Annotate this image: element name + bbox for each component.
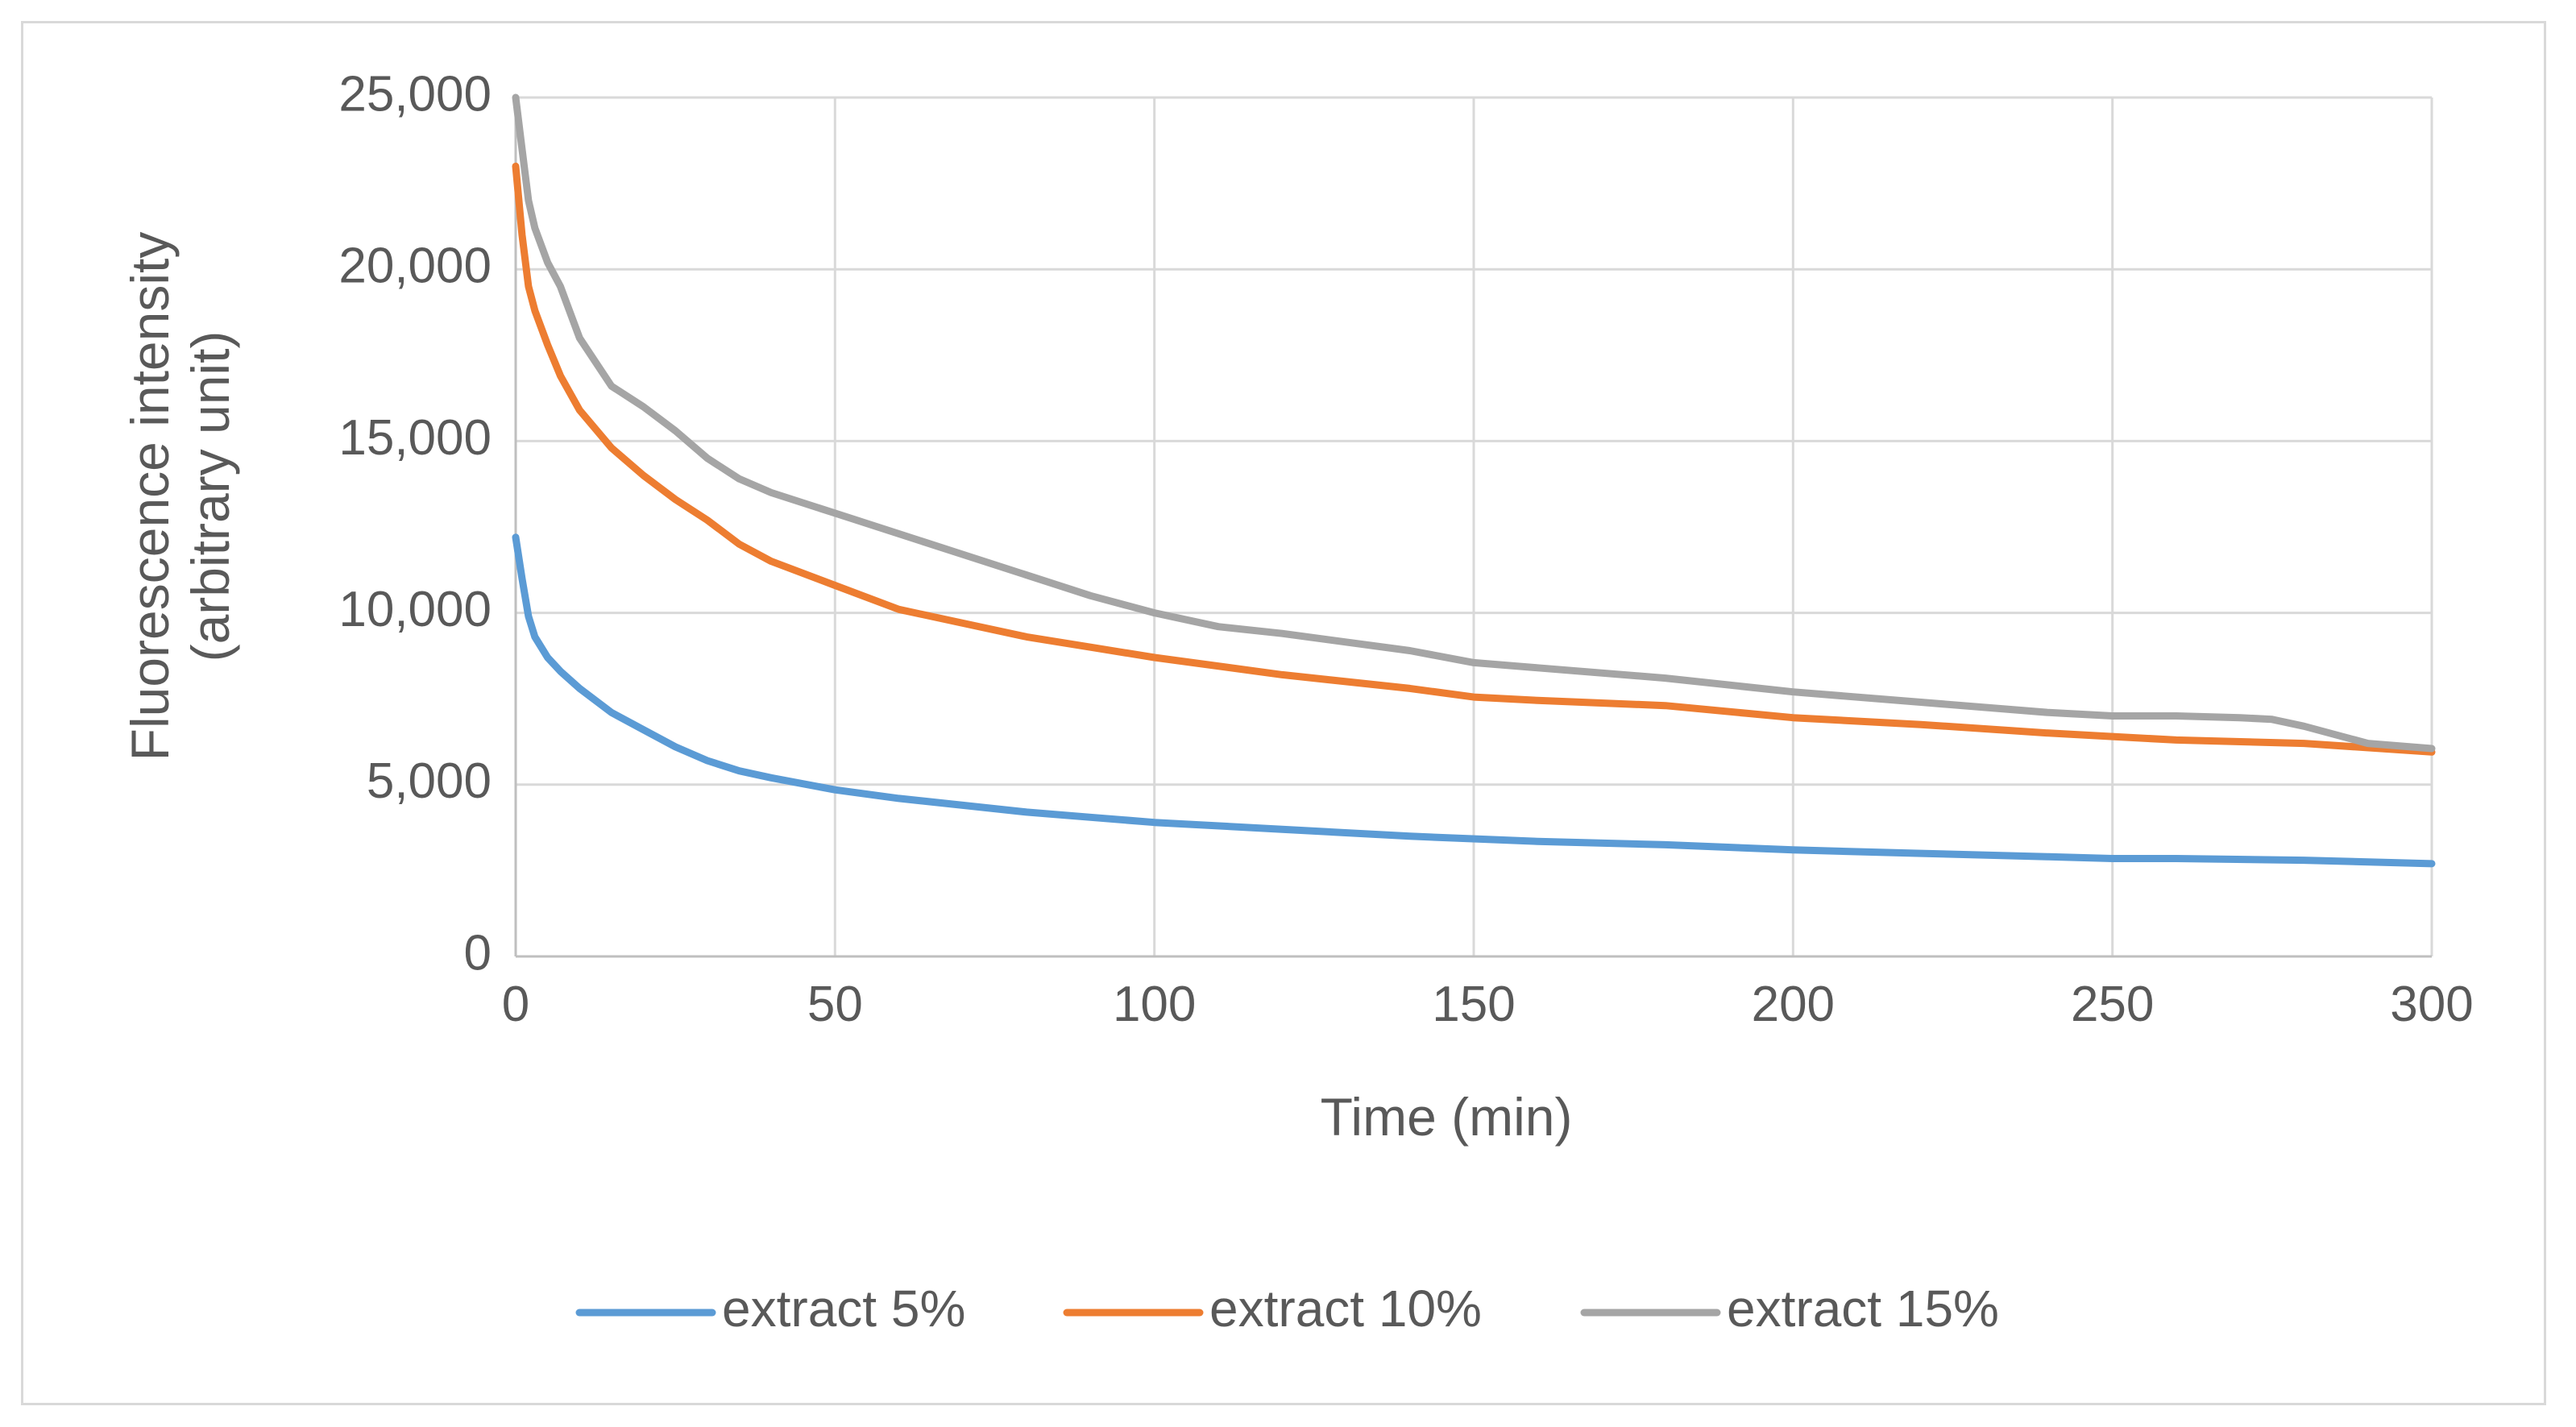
gridlines bbox=[516, 96, 2433, 956]
y-tick-label: 25,000 bbox=[338, 66, 492, 122]
x-axis-title: Time (min) bbox=[1321, 1087, 1573, 1147]
y-tick-label: 20,000 bbox=[338, 239, 492, 294]
data-series bbox=[512, 93, 2436, 868]
legend-label-3: extract 15% bbox=[1727, 1280, 1999, 1338]
chart-area: 0 5,000 10,000 15,000 20,000 25,000 0 50 100 150… bbox=[21, 21, 2546, 1405]
x-tick-label: 200 bbox=[1752, 977, 1835, 1032]
x-tick-labels: 0 50 100 150 200 250 300 bbox=[502, 977, 2474, 1032]
y-axis-title-line-1: Fluorescence intensity bbox=[120, 232, 180, 761]
line-chart: 0 5,000 10,000 15,000 20,000 25,000 0 50 100 150… bbox=[120, 66, 2474, 1338]
y-tick-labels: 0 5,000 10,000 15,000 20,000 25,000 bbox=[338, 66, 492, 981]
series-line-3 bbox=[512, 93, 2436, 753]
x-tick-label: 0 bbox=[502, 977, 529, 1032]
x-tick-label: 50 bbox=[807, 977, 863, 1032]
y-tick-label: 10,000 bbox=[338, 582, 492, 637]
legend-label-2: extract 10% bbox=[1209, 1280, 1482, 1338]
y-axis-title-line-2: (arbitrary unit) bbox=[180, 331, 240, 662]
y-tick-label: 5,000 bbox=[367, 753, 492, 809]
x-tick-label: 300 bbox=[2390, 977, 2473, 1032]
x-tick-label: 250 bbox=[2071, 977, 2154, 1032]
y-axis-title: Fluorescence intensity (arbitrary unit) bbox=[120, 232, 240, 761]
x-tick-label: 100 bbox=[1113, 977, 1196, 1032]
y-tick-label: 15,000 bbox=[338, 410, 492, 466]
series-line-1 bbox=[512, 533, 2436, 868]
legend: extract 5% extract 10% extract 15% bbox=[575, 1280, 1999, 1338]
x-tick-label: 150 bbox=[1432, 977, 1515, 1032]
series-line-2 bbox=[512, 162, 2436, 756]
axes bbox=[514, 97, 2432, 958]
y-tick-label: 0 bbox=[464, 925, 492, 981]
legend-label-1: extract 5% bbox=[722, 1280, 965, 1338]
